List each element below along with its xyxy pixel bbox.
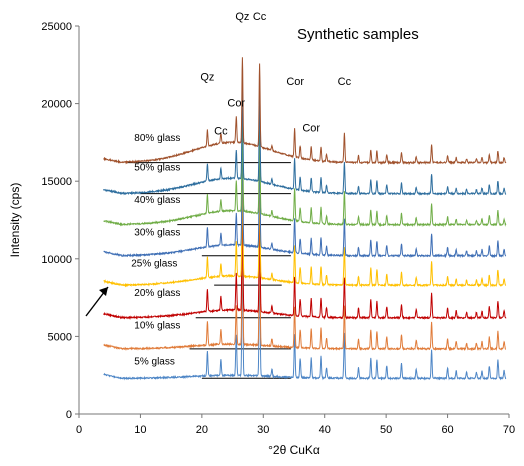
series-label: 40% glass [134, 195, 180, 206]
y-tick-label: 25000 [41, 21, 72, 33]
y-tick-label: 15000 [41, 176, 72, 188]
peak-label: Qz [235, 11, 249, 23]
series-line [103, 86, 507, 196]
peak-label: Cc [214, 126, 228, 138]
peak-label: Cor [286, 76, 304, 88]
peak-label: Cor [302, 123, 320, 135]
x-tick-label: 60 [441, 424, 453, 436]
x-tick-label: 20 [196, 424, 208, 436]
chart-labels: 5% glass 10% glass 20% glass 25% glass 30% g… [85, 11, 352, 367]
axes: 0 10 20 30 40 50 60 70 0 5000 10000 15000 20000 25000 [41, 21, 515, 436]
arrow-head [99, 287, 108, 296]
x-tick-label: 70 [503, 424, 515, 436]
xrd-traces [103, 57, 507, 381]
series-label: 80% glass [134, 133, 180, 144]
series-line [103, 57, 507, 166]
series-label: 10% glass [134, 321, 180, 332]
x-tick-label: 0 [76, 424, 82, 436]
x-tick-label: 40 [319, 424, 331, 436]
series-line [103, 242, 507, 381]
series-label: 20% glass [134, 288, 180, 299]
y-tick-label: 0 [66, 409, 72, 421]
peak-label: Cor [227, 98, 245, 110]
series-label: 50% glass [134, 162, 180, 173]
peak-label: Qz [200, 71, 214, 83]
series-label: 30% glass [134, 228, 180, 239]
peak-label: Cc [338, 76, 352, 88]
y-tick-label: 5000 [48, 331, 72, 343]
series-line [103, 111, 507, 228]
x-tick-label: 10 [134, 424, 146, 436]
series-label: 25% glass [131, 259, 177, 270]
series-line [103, 191, 507, 321]
y-tick-label: 20000 [41, 99, 72, 111]
series-label: 5% glass [134, 356, 175, 367]
series-line [103, 138, 507, 259]
x-axis-title: °2θ CuKα [268, 443, 320, 457]
series-line [103, 163, 507, 288]
y-axis-title: Intensity (cps) [8, 183, 22, 258]
x-tick-label: 30 [257, 424, 269, 436]
chart-title: Synthetic samples [297, 26, 419, 43]
series-line [103, 219, 507, 352]
x-tick-label: 50 [380, 424, 392, 436]
peak-label: Cc [253, 11, 267, 23]
y-tick-label: 10000 [41, 254, 72, 266]
